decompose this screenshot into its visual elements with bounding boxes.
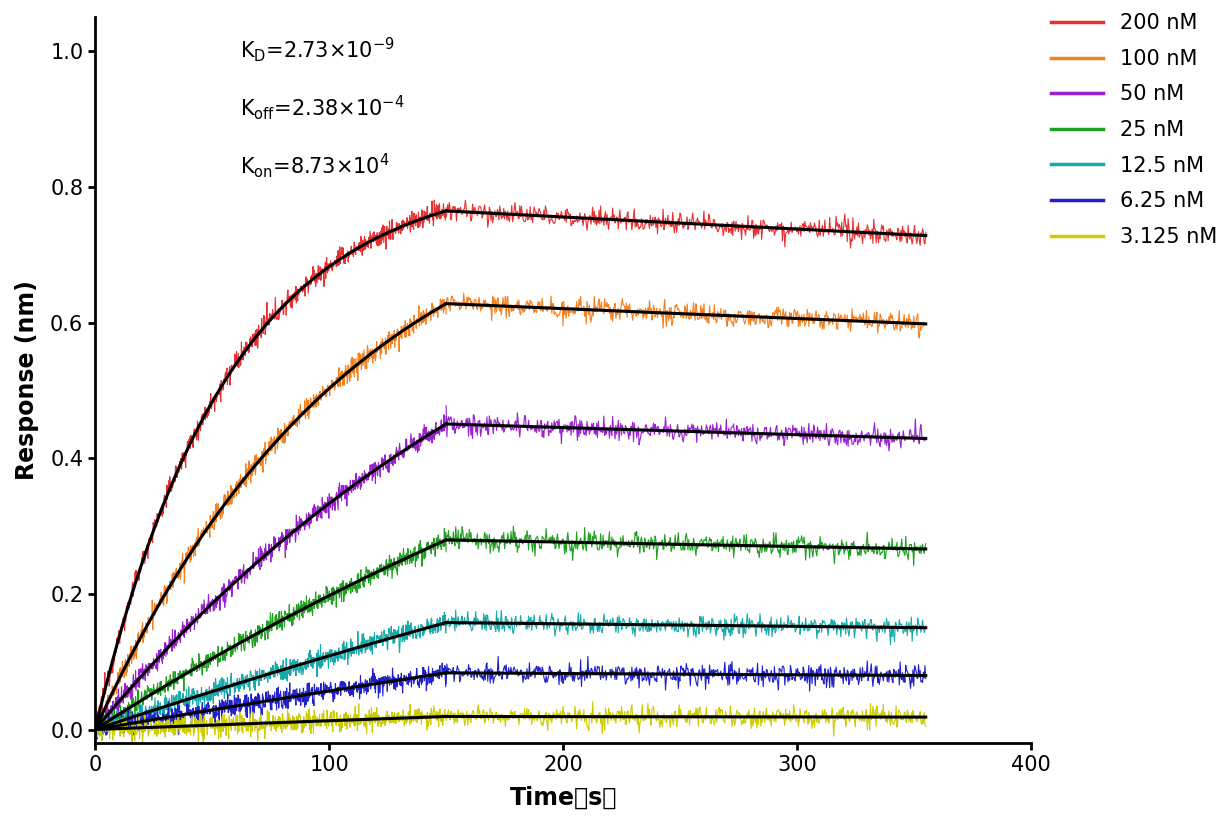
Text: K$_\mathrm{on}$=8.73×10$^{4}$: K$_\mathrm{on}$=8.73×10$^{4}$ — [240, 152, 391, 181]
Text: K$_\mathrm{D}$=2.73×10$^{-9}$: K$_\mathrm{D}$=2.73×10$^{-9}$ — [240, 35, 395, 64]
Y-axis label: Response (nm): Response (nm) — [15, 280, 39, 480]
Legend: 200 nM, 100 nM, 50 nM, 25 nM, 12.5 nM, 6.25 nM, 3.125 nM: 200 nM, 100 nM, 50 nM, 25 nM, 12.5 nM, 6… — [1051, 13, 1217, 247]
Text: K$_\mathrm{off}$=2.38×10$^{-4}$: K$_\mathrm{off}$=2.38×10$^{-4}$ — [240, 93, 405, 122]
X-axis label: Time（s）: Time（s） — [509, 786, 617, 810]
